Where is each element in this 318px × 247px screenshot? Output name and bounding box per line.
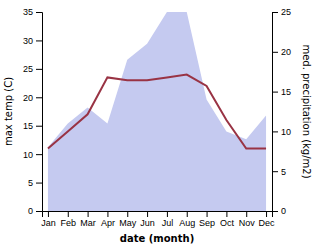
tick: Aug	[179, 211, 195, 228]
tick-mark	[272, 92, 278, 93]
tick: 0	[28, 206, 42, 216]
tick-label: Dec	[259, 218, 276, 228]
tick: Sep	[199, 211, 215, 228]
x-axis: Jan FebMar Apr MayJun Jul Aug Sep Oct NovDec	[41, 211, 275, 228]
tick-mark	[266, 211, 267, 217]
tick-label: Jan	[41, 218, 56, 228]
tick: Jan	[41, 211, 56, 228]
axis-line	[36, 13, 43, 212]
tick: May	[119, 211, 137, 228]
tick: 10	[23, 150, 42, 160]
y-axis: 0 5 10 15 20 25 30 35	[23, 7, 43, 216]
tick-mark	[226, 211, 227, 217]
tick-label: 0	[281, 206, 286, 216]
tick: Jun	[140, 211, 155, 228]
tick-mark	[207, 211, 208, 217]
tick-label: Feb	[61, 218, 77, 228]
tick-label: Jul	[162, 218, 174, 228]
tick-label: 10	[23, 150, 33, 160]
tick-label: Mar	[80, 218, 96, 228]
tick-mark	[272, 131, 278, 132]
tick: Apr	[101, 211, 115, 228]
tick-label: 15	[23, 121, 33, 131]
tick-label: 20	[281, 47, 291, 57]
tick-label: 30	[23, 36, 33, 46]
tick-mark	[246, 211, 247, 217]
tick: 5	[28, 178, 42, 188]
tick-label: Nov	[239, 218, 256, 228]
tick: 25	[23, 64, 42, 74]
tick-mark	[272, 171, 278, 172]
tick-mark	[36, 154, 42, 155]
tick: 10	[272, 127, 291, 137]
tick-mark	[127, 211, 128, 217]
tick: 0	[272, 206, 286, 216]
tick: 20	[272, 47, 291, 57]
tick-mark	[272, 52, 278, 53]
tick-mark	[272, 211, 278, 212]
y-axis-title: max temp (C)	[3, 77, 14, 146]
tick-mark	[36, 126, 42, 127]
tick-mark	[187, 211, 188, 217]
tick-label: Oct	[220, 218, 235, 228]
tick-label: Sep	[199, 218, 215, 228]
chart: Jan FebMar Apr MayJun Jul Aug Sep Oct NovDec 0 5 10…	[0, 0, 318, 247]
tick: 15	[272, 87, 291, 97]
tick-mark	[68, 211, 69, 217]
tick-mark	[36, 69, 42, 70]
y2-axis: 0 5 10 15 20 25	[272, 7, 291, 216]
tick: Oct	[220, 211, 235, 228]
tick-mark	[147, 211, 148, 217]
tick: 35	[23, 7, 42, 17]
tick: Dec	[259, 211, 276, 228]
tick: 5	[272, 167, 286, 177]
tick-mark	[36, 183, 42, 184]
tick-label: Apr	[101, 218, 115, 228]
tick-mark	[272, 12, 278, 13]
tick-label: 5	[281, 167, 286, 177]
tick-label: 15	[281, 87, 291, 97]
tick-mark	[167, 211, 168, 217]
axis-line	[273, 13, 279, 212]
tick-label: Jun	[140, 218, 155, 228]
tick: Jul	[162, 211, 174, 228]
tick: 25	[272, 7, 291, 17]
tick-label: 10	[281, 127, 291, 137]
tick: 15	[23, 121, 42, 131]
tick: Nov	[239, 211, 256, 228]
axis-line	[43, 212, 273, 218]
tick-label: 0	[28, 206, 33, 216]
tick-mark	[36, 12, 42, 13]
tick-label: Aug	[179, 218, 195, 228]
tick-mark	[88, 211, 89, 217]
line	[48, 75, 266, 149]
tick-mark	[107, 211, 108, 217]
tick: 30	[23, 36, 42, 46]
marks	[48, 12, 266, 211]
tick-mark	[36, 40, 42, 41]
tick-label: 5	[28, 178, 33, 188]
plot: Jan FebMar Apr MayJun Jul Aug Sep Oct NovDec 0 5 10…	[3, 7, 312, 244]
tick: Mar	[80, 211, 96, 228]
area	[48, 12, 266, 211]
tick-label: 25	[281, 7, 291, 17]
tick: Feb	[61, 211, 77, 228]
tick-label: 25	[23, 64, 33, 74]
tick-label: May	[119, 218, 137, 228]
x-axis-title: date (month)	[120, 233, 194, 244]
y2-axis-title: med. precipitation (kg/m2)	[301, 44, 312, 178]
tick-mark	[36, 211, 42, 212]
tick-label: 20	[23, 93, 33, 103]
tick: 20	[23, 93, 42, 103]
tick-mark	[48, 211, 49, 217]
tick-mark	[36, 97, 42, 98]
tick-label: 35	[23, 7, 33, 17]
